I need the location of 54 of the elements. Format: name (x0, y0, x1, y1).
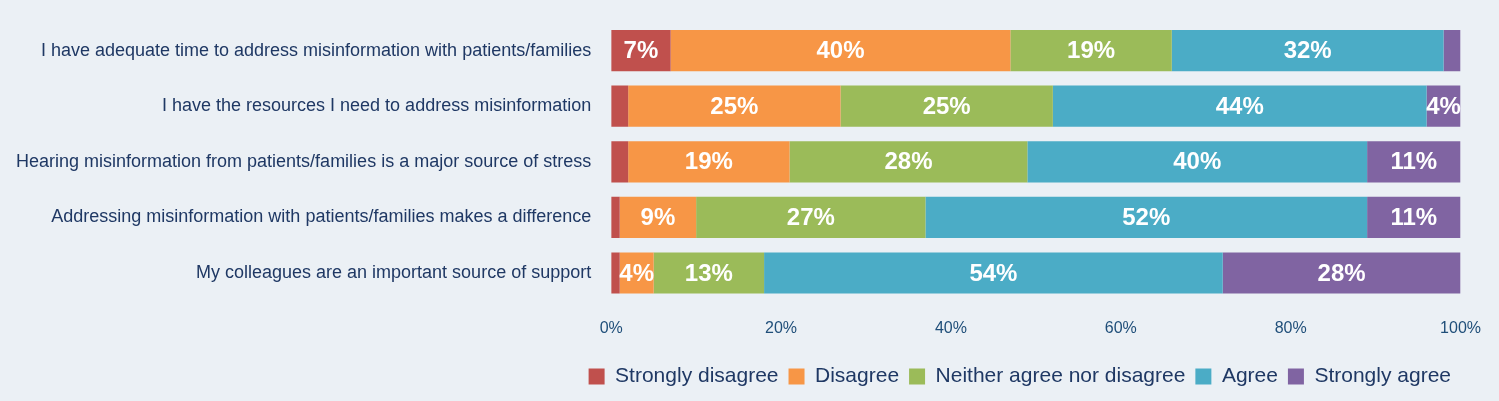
data-label: 28% (884, 147, 933, 175)
bar (1027, 141, 1368, 183)
data-label: 25% (922, 91, 971, 119)
bar (611, 85, 629, 127)
bar (1443, 30, 1461, 72)
y-tick-label: I have the resources I need to address misinformation (161, 95, 592, 116)
bar (670, 30, 1011, 72)
legend-label: Disagree (815, 363, 900, 387)
data-label: 11% (1390, 203, 1438, 231)
data-label: 9% (640, 203, 676, 231)
data-label: 32% (1283, 36, 1332, 64)
data-label: 11% (1390, 147, 1438, 175)
y-tick-label: I have adequate time to address misinformation with patients/families (40, 39, 592, 60)
y-tick-label: Addressing misinformation with patients/families makes a difference (51, 206, 592, 227)
bar (628, 141, 790, 183)
y-tick-label: Hearing misinformation from patients/families is a major source of stress (16, 150, 592, 171)
data-label: 25% (710, 91, 759, 119)
bar (696, 196, 926, 238)
bar (1010, 30, 1172, 72)
legend-label: Strongly agree (1314, 363, 1452, 387)
data-label: 28% (1317, 258, 1366, 286)
legend-label: Neither agree nor disagree (935, 363, 1186, 387)
bar (611, 252, 620, 294)
data-label: 13% (684, 258, 733, 286)
data-label: 19% (684, 147, 733, 175)
y-tick-label: My colleagues are an important source of support (195, 261, 592, 282)
bar (611, 141, 629, 183)
data-label: 52% (1122, 203, 1171, 231)
x-tick-label: 100% (1440, 318, 1481, 336)
x-tick-label: 80% (1274, 318, 1307, 336)
bar (840, 85, 1053, 127)
legend-label: Strongly disagree (615, 363, 779, 387)
x-tick-label: 40% (934, 318, 967, 336)
bar (925, 196, 1368, 238)
data-label: 7% (623, 36, 659, 64)
legend-label: Agree (1221, 363, 1278, 387)
bar (789, 141, 1028, 183)
data-label: 40% (1173, 147, 1222, 175)
bar (1171, 30, 1444, 72)
data-label: 40% (816, 36, 865, 64)
data-label: 19% (1067, 36, 1116, 64)
data-label: 27% (786, 203, 835, 231)
data-label: 4% (619, 258, 655, 286)
bar (611, 196, 620, 238)
x-tick-label: 60% (1104, 318, 1137, 336)
data-label: 44% (1215, 91, 1264, 119)
bar (653, 252, 765, 294)
bar (1052, 85, 1427, 127)
bar (764, 252, 1223, 294)
bar (1222, 252, 1461, 294)
x-tick-label: 20% (765, 318, 798, 336)
bar (628, 85, 841, 127)
data-label: 54% (969, 258, 1018, 286)
x-tick-label: 0% (599, 318, 623, 336)
